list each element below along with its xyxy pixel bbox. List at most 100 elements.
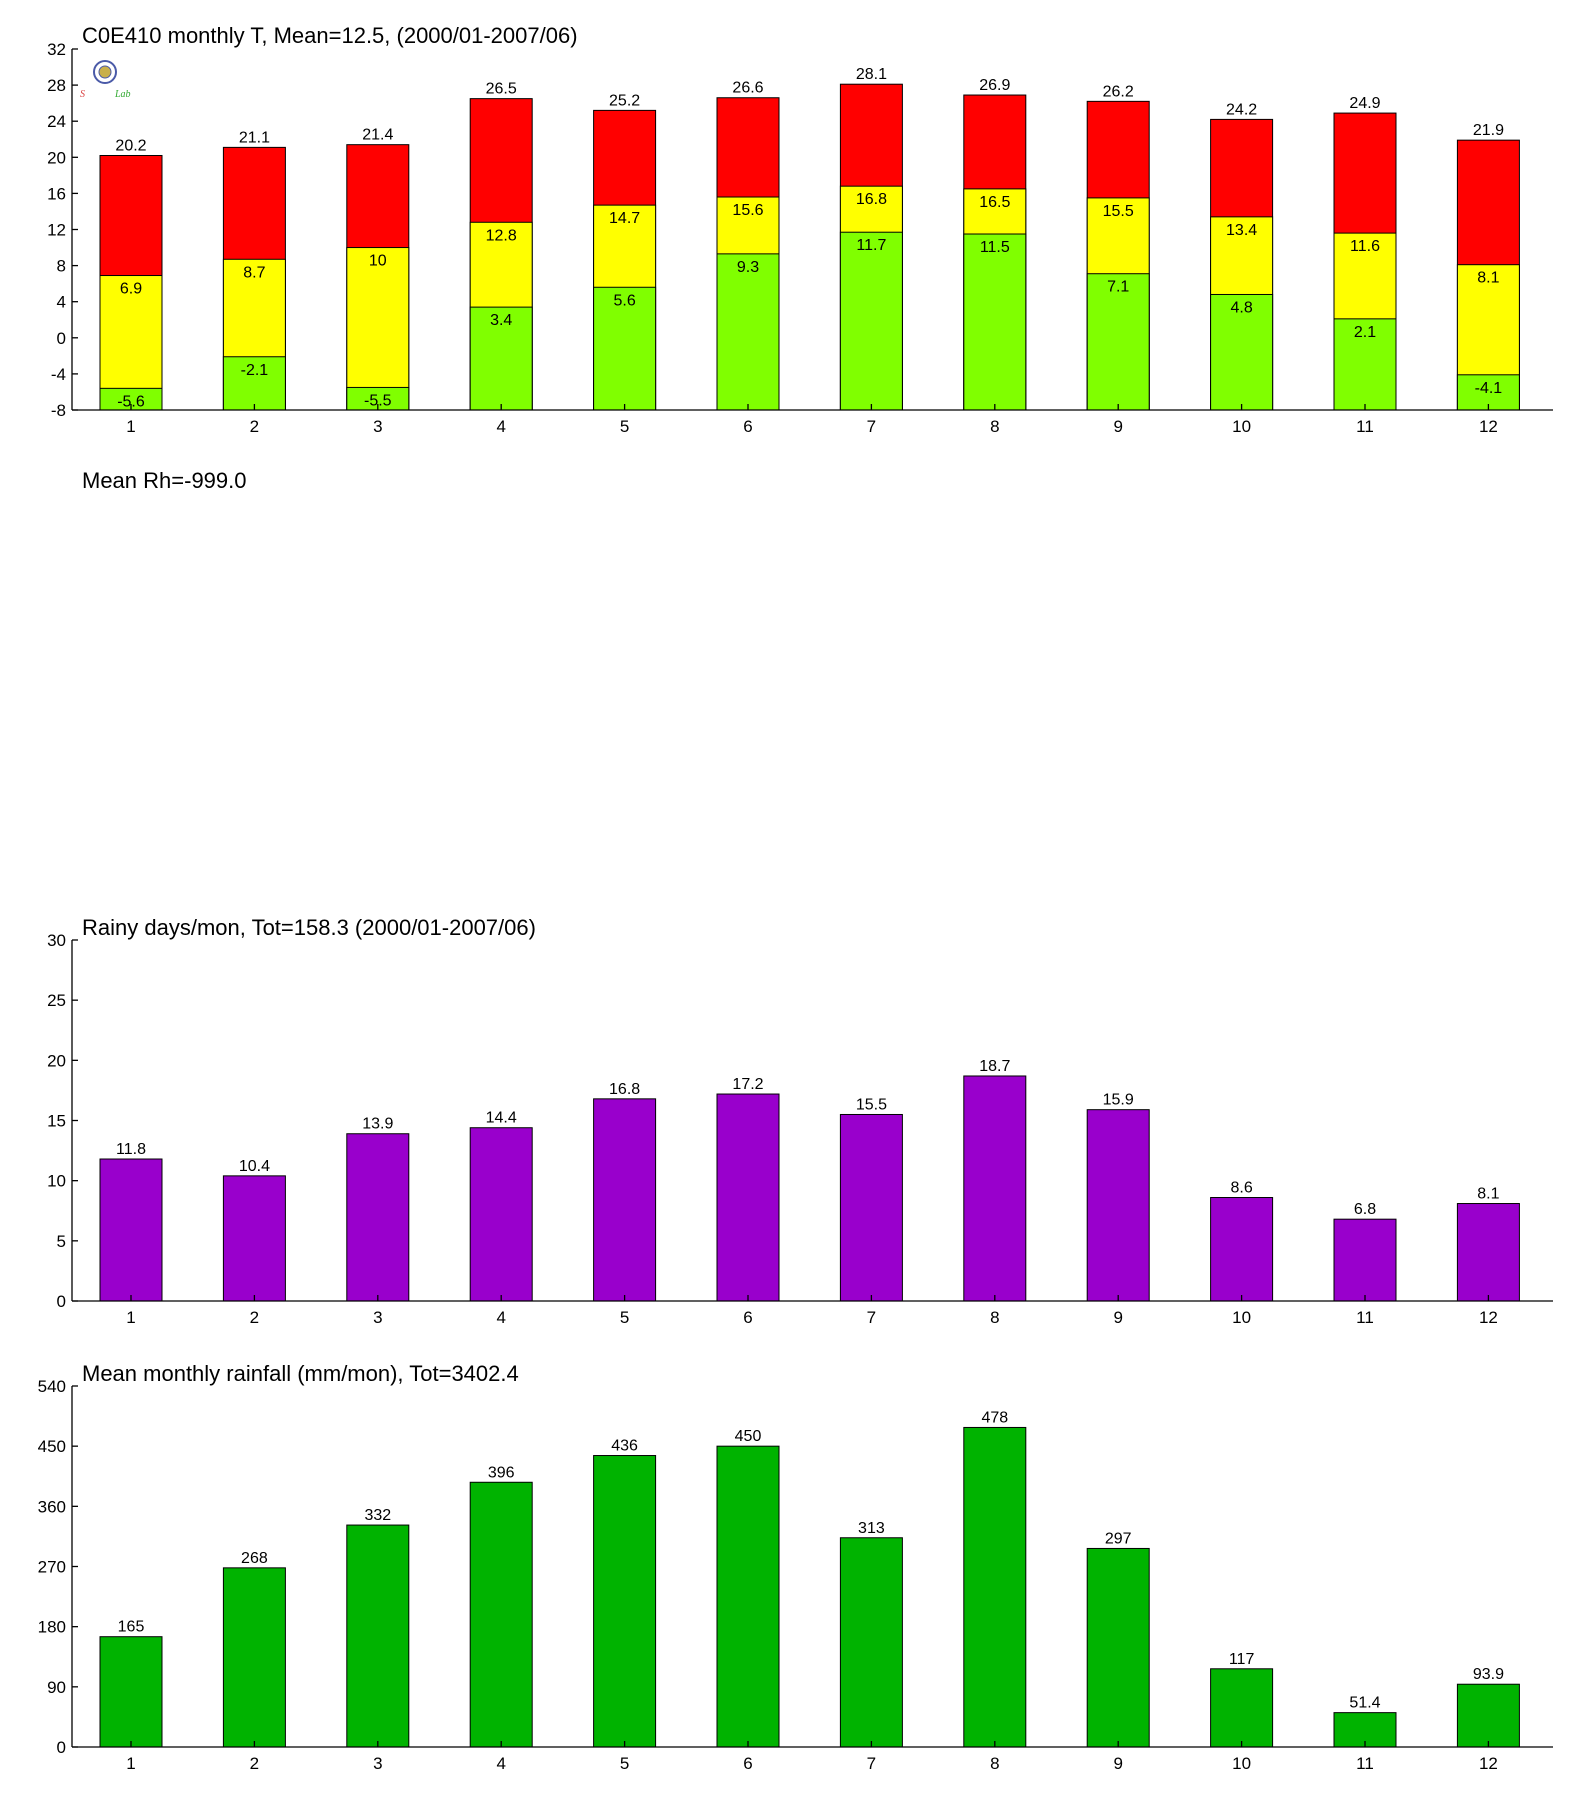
rainfall-bar-label: 478 <box>981 1409 1008 1426</box>
temperature-chart-title: C0E410 monthly T, Mean=12.5, (2000/01-20… <box>82 23 578 48</box>
rainy-days-x-tick-label: 12 <box>1479 1308 1498 1327</box>
temperature-x-tick-label: 3 <box>373 417 382 436</box>
temperature-min-label: 5.6 <box>613 292 635 309</box>
rainfall-bar <box>716 1445 780 1748</box>
rainy-days-y-tick-label: 20 <box>47 1051 66 1070</box>
rainfall-x-tick-label: 2 <box>250 1754 259 1773</box>
temperature-mean-label: 14.7 <box>609 210 640 227</box>
temperature-y-tick-label: 28 <box>47 76 66 95</box>
rainfall-x-tick-label: 5 <box>620 1754 629 1773</box>
rainfall-x-tick-label: 7 <box>867 1754 876 1773</box>
rainy-days-x-tick-label: 7 <box>867 1308 876 1327</box>
rainy-days-x-tick-label: 2 <box>250 1308 259 1327</box>
temperature-mean-label: 10 <box>369 253 387 270</box>
rainfall-chart-title: Mean monthly rainfall (mm/mon), Tot=3402… <box>82 1361 519 1386</box>
temperature-min-label: -4.1 <box>1475 380 1503 397</box>
temperature-min-label: 3.4 <box>490 312 512 329</box>
rainfall-bar-label: 51.4 <box>1349 1695 1380 1712</box>
temperature-min-label: 9.3 <box>737 259 759 276</box>
rainy-days-bar <box>593 1098 657 1302</box>
rainy-days-bar <box>99 1158 163 1302</box>
rainy-days-y-tick-label: 10 <box>47 1172 66 1191</box>
rainy-days-bar <box>839 1113 903 1302</box>
rainy-days-x-tick-label: 3 <box>373 1308 382 1327</box>
temperature-mean-label: 15.5 <box>1103 203 1134 220</box>
rh-title: Mean Rh=-999.0 <box>82 468 247 493</box>
rainfall-bar-label: 268 <box>241 1550 268 1567</box>
temperature-chart: C0E410 monthly T, Mean=12.5, (2000/01-20… <box>47 23 1553 436</box>
rainy-days-bar-label: 17.2 <box>732 1076 763 1093</box>
temperature-min-bar <box>1086 273 1150 411</box>
rainfall-plot-area: 16526833239643645031347829711751.493.909… <box>38 1377 1553 1773</box>
temperature-x-tick-label: 9 <box>1113 417 1122 436</box>
rainy-days-bar-label: 8.1 <box>1477 1186 1499 1203</box>
rainy-days-bar-label: 11.8 <box>116 1141 146 1158</box>
rainfall-x-tick-label: 3 <box>373 1754 382 1773</box>
seal-logo-icon: S Lab <box>80 60 131 100</box>
rainfall-y-tick-label: 540 <box>38 1377 66 1396</box>
temperature-x-tick-label: 11 <box>1356 417 1374 436</box>
rainfall-bar-label: 117 <box>1229 1651 1255 1668</box>
rainy-days-bar <box>222 1175 286 1302</box>
temperature-max-label: 26.9 <box>979 77 1010 94</box>
temperature-max-label: 26.6 <box>732 80 763 97</box>
temperature-min-label: -5.5 <box>364 392 392 409</box>
rainy-days-bar <box>1210 1197 1274 1302</box>
temperature-x-tick-label: 6 <box>743 417 752 436</box>
temperature-mean-label: 15.6 <box>732 202 763 219</box>
temperature-min-bar <box>593 286 657 411</box>
rainy-days-bar <box>1086 1109 1150 1302</box>
rainfall-bar-label: 93.9 <box>1473 1666 1504 1683</box>
temperature-y-tick-label: 32 <box>47 40 66 59</box>
temperature-mean-bar <box>99 275 163 411</box>
rainfall-y-tick-label: 360 <box>38 1497 66 1516</box>
rainfall-bar-label: 450 <box>735 1428 762 1445</box>
temperature-max-label: 21.9 <box>1473 122 1504 139</box>
temperature-max-label: 21.1 <box>239 129 270 146</box>
rainfall-x-tick-label: 6 <box>743 1754 752 1773</box>
temperature-y-tick-label: -4 <box>51 365 66 384</box>
temperature-mean-label: 16.8 <box>856 191 887 208</box>
temperature-mean-label: 12.8 <box>486 227 517 244</box>
rainy-days-bar-label: 8.6 <box>1230 1180 1252 1197</box>
temperature-max-label: 24.9 <box>1349 95 1380 112</box>
rainfall-chart: Mean monthly rainfall (mm/mon), Tot=3402… <box>38 1361 1553 1773</box>
rainy-days-bar <box>1456 1203 1520 1302</box>
rainfall-y-tick-label: 90 <box>47 1678 66 1697</box>
rainfall-bar-label: 165 <box>118 1619 145 1636</box>
temperature-x-tick-label: 8 <box>990 417 999 436</box>
rainfall-bar-label: 436 <box>611 1438 638 1455</box>
rainfall-y-tick-label: 0 <box>57 1738 66 1757</box>
rainy-days-bar-label: 13.9 <box>362 1116 393 1133</box>
temperature-max-label: 21.4 <box>362 127 393 144</box>
rainfall-bar <box>1456 1683 1520 1748</box>
rainfall-bar <box>346 1524 410 1748</box>
rainy-days-x-tick-label: 6 <box>743 1308 752 1327</box>
rainy-days-bar <box>469 1127 533 1302</box>
temperature-mean-label: 13.4 <box>1226 222 1257 239</box>
temperature-y-tick-label: 12 <box>47 221 66 240</box>
rainfall-bar <box>1086 1547 1150 1748</box>
rainfall-bar <box>99 1636 163 1748</box>
temperature-mean-label: 11.6 <box>1350 238 1380 255</box>
rainfall-bar <box>839 1537 903 1748</box>
rainy-days-x-tick-label: 5 <box>620 1308 629 1327</box>
rainy-days-bar-label: 14.4 <box>486 1110 517 1127</box>
rainy-days-bar-label: 6.8 <box>1354 1201 1376 1218</box>
rainy-days-plot-area: 11.810.413.9 14.416.8 17.215.518.715.98.66… <box>47 931 1553 1327</box>
temperature-min-bar <box>839 231 903 411</box>
temperature-min-label: -5.6 <box>117 393 145 410</box>
temperature-min-bar <box>1333 318 1397 411</box>
rainfall-x-tick-label: 1 <box>126 1754 135 1773</box>
temperature-max-label: 26.5 <box>486 81 517 98</box>
temperature-min-bar <box>963 233 1027 411</box>
rainfall-x-tick-label: 8 <box>990 1754 999 1773</box>
rainy-days-y-tick-label: 30 <box>47 931 66 950</box>
temperature-min-bar <box>716 253 780 411</box>
rainfall-bar-label: 332 <box>364 1507 391 1524</box>
temperature-x-tick-label: 4 <box>496 417 505 436</box>
rainfall-x-tick-label: 4 <box>496 1754 505 1773</box>
rainy-days-x-tick-label: 10 <box>1232 1308 1251 1327</box>
rainfall-bar-label: 396 <box>488 1464 515 1481</box>
temperature-max-label: 28.1 <box>856 66 887 83</box>
